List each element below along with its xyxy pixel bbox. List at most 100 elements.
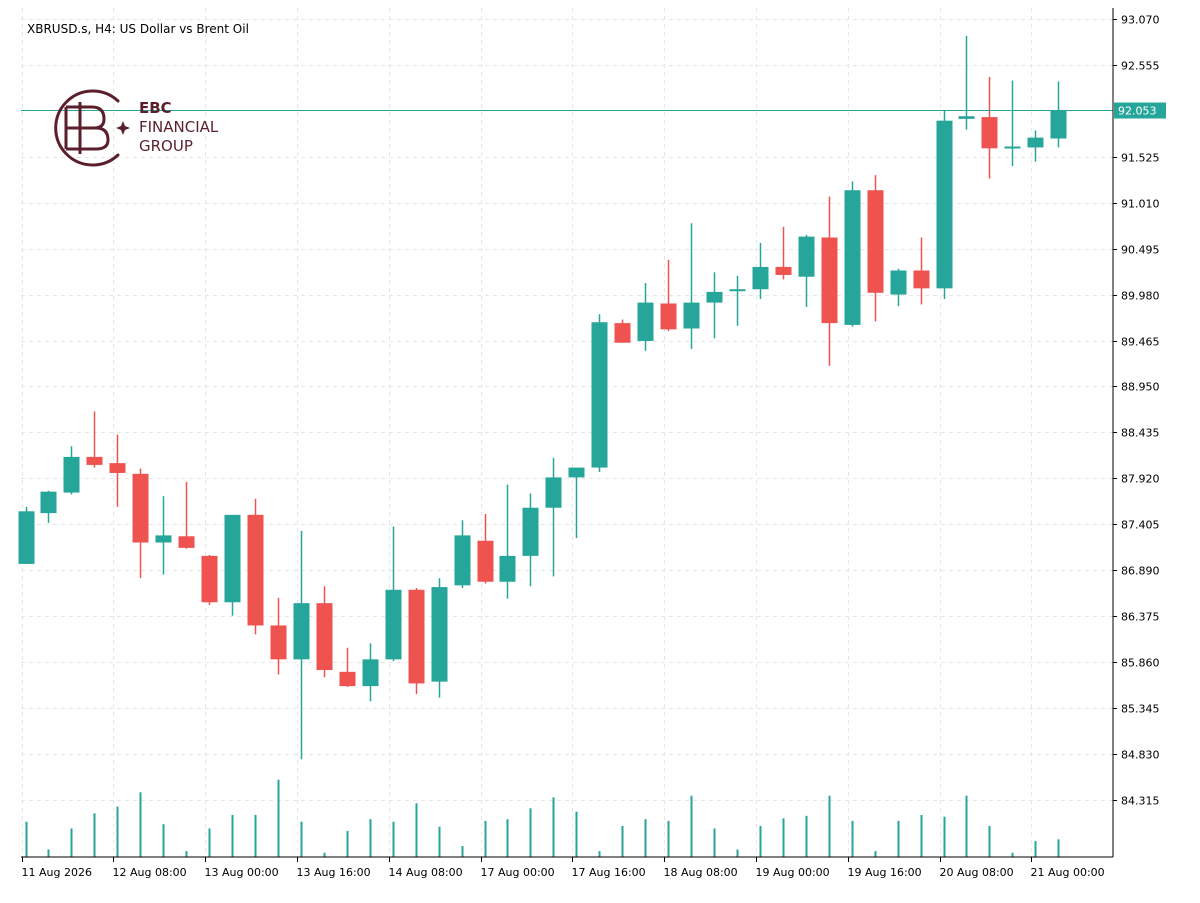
candle bbox=[1050, 81, 1067, 148]
ebc-logo-emblem bbox=[54, 89, 120, 167]
y-tick-label: 86.375 bbox=[1121, 611, 1160, 624]
candle-body-bear bbox=[109, 463, 126, 473]
x-tick-label: 18 Aug 08:00 bbox=[664, 866, 738, 879]
candle bbox=[316, 586, 333, 678]
candle-body-bear bbox=[201, 555, 218, 603]
candle bbox=[247, 498, 264, 635]
candle-body-bull bbox=[958, 116, 975, 119]
logo-line-group: GROUP bbox=[139, 137, 193, 155]
y-tick-label: 86.890 bbox=[1121, 565, 1160, 578]
candle bbox=[270, 597, 287, 675]
candle-body-bear bbox=[316, 603, 333, 671]
y-tick-label: 92.555 bbox=[1121, 60, 1160, 73]
candle-body-bear bbox=[247, 514, 264, 626]
candle-body-bull bbox=[545, 477, 562, 508]
x-tick-label: 14 Aug 08:00 bbox=[389, 866, 463, 879]
candle-body-bull bbox=[844, 190, 861, 325]
candle bbox=[844, 181, 861, 327]
candle-body-bear bbox=[660, 303, 677, 330]
candle bbox=[660, 259, 677, 332]
candle bbox=[890, 268, 907, 307]
candle-body-bear bbox=[178, 536, 195, 548]
candle bbox=[614, 319, 631, 343]
candle-body-bull bbox=[454, 535, 471, 586]
y-tick-label: 84.830 bbox=[1121, 749, 1160, 762]
candle-body-bull bbox=[729, 289, 746, 292]
x-tick-label: 19 Aug 00:00 bbox=[756, 866, 830, 879]
candle-body-bull bbox=[385, 589, 402, 660]
candle-body-bear bbox=[477, 540, 494, 582]
candle bbox=[637, 282, 654, 351]
grid bbox=[21, 8, 1113, 857]
candle bbox=[362, 643, 379, 702]
x-tick-label: 13 Aug 00:00 bbox=[205, 866, 279, 879]
y-axis-ticks: 93.070 92.555 91.525 91.010 90.495 89.980 89.4… bbox=[1113, 14, 1160, 808]
candle bbox=[683, 223, 700, 349]
candle bbox=[1004, 80, 1021, 167]
candle bbox=[431, 578, 448, 698]
candle-body-bull bbox=[522, 507, 539, 556]
candle bbox=[522, 493, 539, 587]
candle-body-bear bbox=[408, 589, 425, 684]
candle-body-bull bbox=[1004, 146, 1021, 149]
candle-body-bull bbox=[155, 535, 172, 543]
candle bbox=[752, 242, 769, 300]
x-tick-label: 21 Aug 00:00 bbox=[1031, 866, 1105, 879]
current-price-badge-bg bbox=[1114, 102, 1166, 119]
x-axis-ticks: 11 Aug 2026 12 Aug 08:00 13 Aug 00:00 13 Au… bbox=[22, 857, 1105, 879]
x-tick-label: 13 Aug 16:00 bbox=[297, 866, 371, 879]
candle-body-bull bbox=[18, 511, 35, 564]
candle-body-bull bbox=[936, 120, 953, 289]
y-tick-label: 89.980 bbox=[1121, 290, 1160, 303]
candle bbox=[454, 520, 471, 588]
candle-body-bull bbox=[362, 659, 379, 687]
candle-body-bull bbox=[798, 236, 815, 277]
x-tick-label: 11 Aug 2026 bbox=[22, 866, 92, 879]
candle bbox=[408, 587, 425, 695]
candle-body-bull bbox=[63, 456, 80, 493]
candle bbox=[86, 411, 103, 468]
candle-body-bull bbox=[293, 603, 310, 660]
candle bbox=[568, 467, 585, 539]
candle-body-bear bbox=[86, 456, 103, 465]
y-tick-label: 88.435 bbox=[1121, 427, 1160, 440]
candle bbox=[913, 237, 930, 305]
candle bbox=[477, 513, 494, 584]
current-price-label: 92.053 bbox=[1118, 105, 1157, 118]
candle bbox=[40, 490, 57, 523]
candle-body-bear bbox=[132, 473, 149, 543]
candle bbox=[339, 647, 356, 687]
candle-body-bull bbox=[224, 514, 241, 603]
candle bbox=[499, 484, 516, 599]
candle-body-bull bbox=[591, 322, 608, 468]
volume-bars bbox=[25, 779, 1060, 857]
x-tick-label: 19 Aug 16:00 bbox=[848, 866, 922, 879]
candle-body-bear bbox=[867, 190, 884, 293]
candle bbox=[63, 446, 80, 495]
candles bbox=[18, 35, 1067, 760]
candle bbox=[109, 434, 126, 507]
candle bbox=[178, 481, 195, 549]
candle-body-bull bbox=[40, 491, 57, 514]
ebc-logo: EBC FINANCIAL GROUP bbox=[54, 89, 219, 167]
candle bbox=[18, 506, 35, 564]
candle-body-bull bbox=[499, 555, 516, 582]
y-tick-label: 89.465 bbox=[1121, 336, 1160, 349]
candle bbox=[958, 35, 975, 130]
candle bbox=[201, 554, 218, 605]
candle bbox=[706, 272, 723, 339]
candle-body-bull bbox=[1050, 109, 1067, 139]
candle-body-bull bbox=[683, 302, 700, 329]
candle-body-bear bbox=[981, 117, 998, 149]
y-tick-label: 88.950 bbox=[1121, 381, 1160, 394]
candle-body-bear bbox=[270, 625, 287, 660]
x-tick-label: 17 Aug 16:00 bbox=[572, 866, 646, 879]
candle-body-bull bbox=[637, 302, 654, 341]
candle bbox=[867, 175, 884, 322]
chart-symbol-title: XBRUSD.s, H4: US Dollar vs Brent Oil bbox=[27, 22, 249, 36]
candle bbox=[798, 234, 815, 308]
candle-body-bull bbox=[431, 587, 448, 682]
candle-body-bull bbox=[706, 291, 723, 303]
sparkle-icon bbox=[116, 121, 130, 135]
